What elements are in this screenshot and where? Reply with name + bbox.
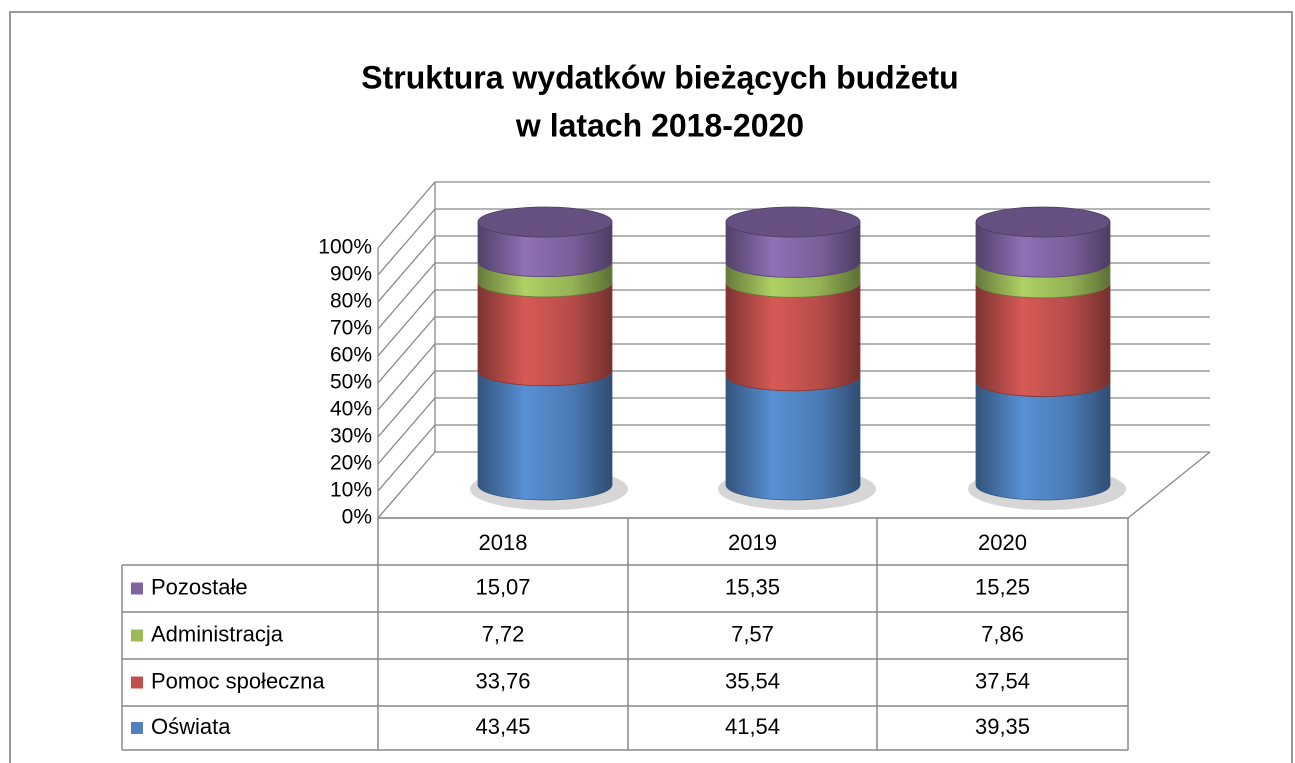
cylinder-top	[725, 206, 861, 238]
legend-swatch	[131, 629, 143, 642]
data-label: 15,07	[475, 574, 530, 599]
data-label: 41,54	[725, 714, 780, 739]
cylinder-segment	[725, 282, 861, 392]
legend-swatch	[131, 676, 143, 689]
y-tick-label: 80%	[330, 290, 372, 313]
y-tick-label: 30%	[330, 425, 372, 448]
chart-border	[9, 11, 1293, 763]
cylinder-segment	[725, 375, 861, 501]
data-label: 15,25	[975, 574, 1030, 599]
cylinder-segment	[477, 370, 613, 501]
y-tick-label: 40%	[330, 398, 372, 421]
cylinder-top	[975, 206, 1111, 238]
cylinder-segment	[975, 381, 1111, 501]
data-label: 7,57	[731, 621, 774, 646]
data-label: 7,86	[981, 621, 1024, 646]
x-tick-label: 2020	[978, 530, 1027, 555]
y-tick-label: 100%	[318, 236, 372, 259]
y-tick-label: 10%	[330, 479, 372, 502]
data-label: 35,54	[725, 668, 780, 693]
data-label: 43,45	[475, 714, 530, 739]
legend-label: Pozostałe	[151, 574, 248, 599]
data-label: 15,35	[725, 574, 780, 599]
legend-label: Pomoc społeczna	[151, 668, 325, 693]
legend-label: Administracja	[151, 621, 284, 646]
y-tick-label: 20%	[330, 452, 372, 475]
data-label: 37,54	[975, 668, 1030, 693]
legend-swatch	[131, 722, 143, 734]
cylinder-segment	[975, 282, 1111, 397]
y-tick-label: 50%	[330, 371, 372, 394]
chart-title: w latach 2018-2020	[515, 107, 804, 143]
legend-label: Oświata	[151, 714, 231, 739]
data-label: 39,35	[975, 714, 1030, 739]
y-tick-label: 0%	[342, 506, 372, 529]
y-tick-label: 90%	[330, 263, 372, 286]
y-tick-label: 70%	[330, 317, 372, 340]
data-label: 33,76	[475, 668, 530, 693]
data-label: 7,72	[482, 621, 525, 646]
legend-swatch	[131, 582, 143, 595]
cylinder-top	[477, 206, 613, 238]
chart-title: Struktura wydatków bieżących budżetu	[361, 59, 958, 95]
x-tick-label: 2019	[728, 530, 777, 555]
x-tick-label: 2018	[479, 530, 528, 555]
y-tick-label: 60%	[330, 344, 372, 367]
cylinder-segment	[477, 281, 613, 387]
